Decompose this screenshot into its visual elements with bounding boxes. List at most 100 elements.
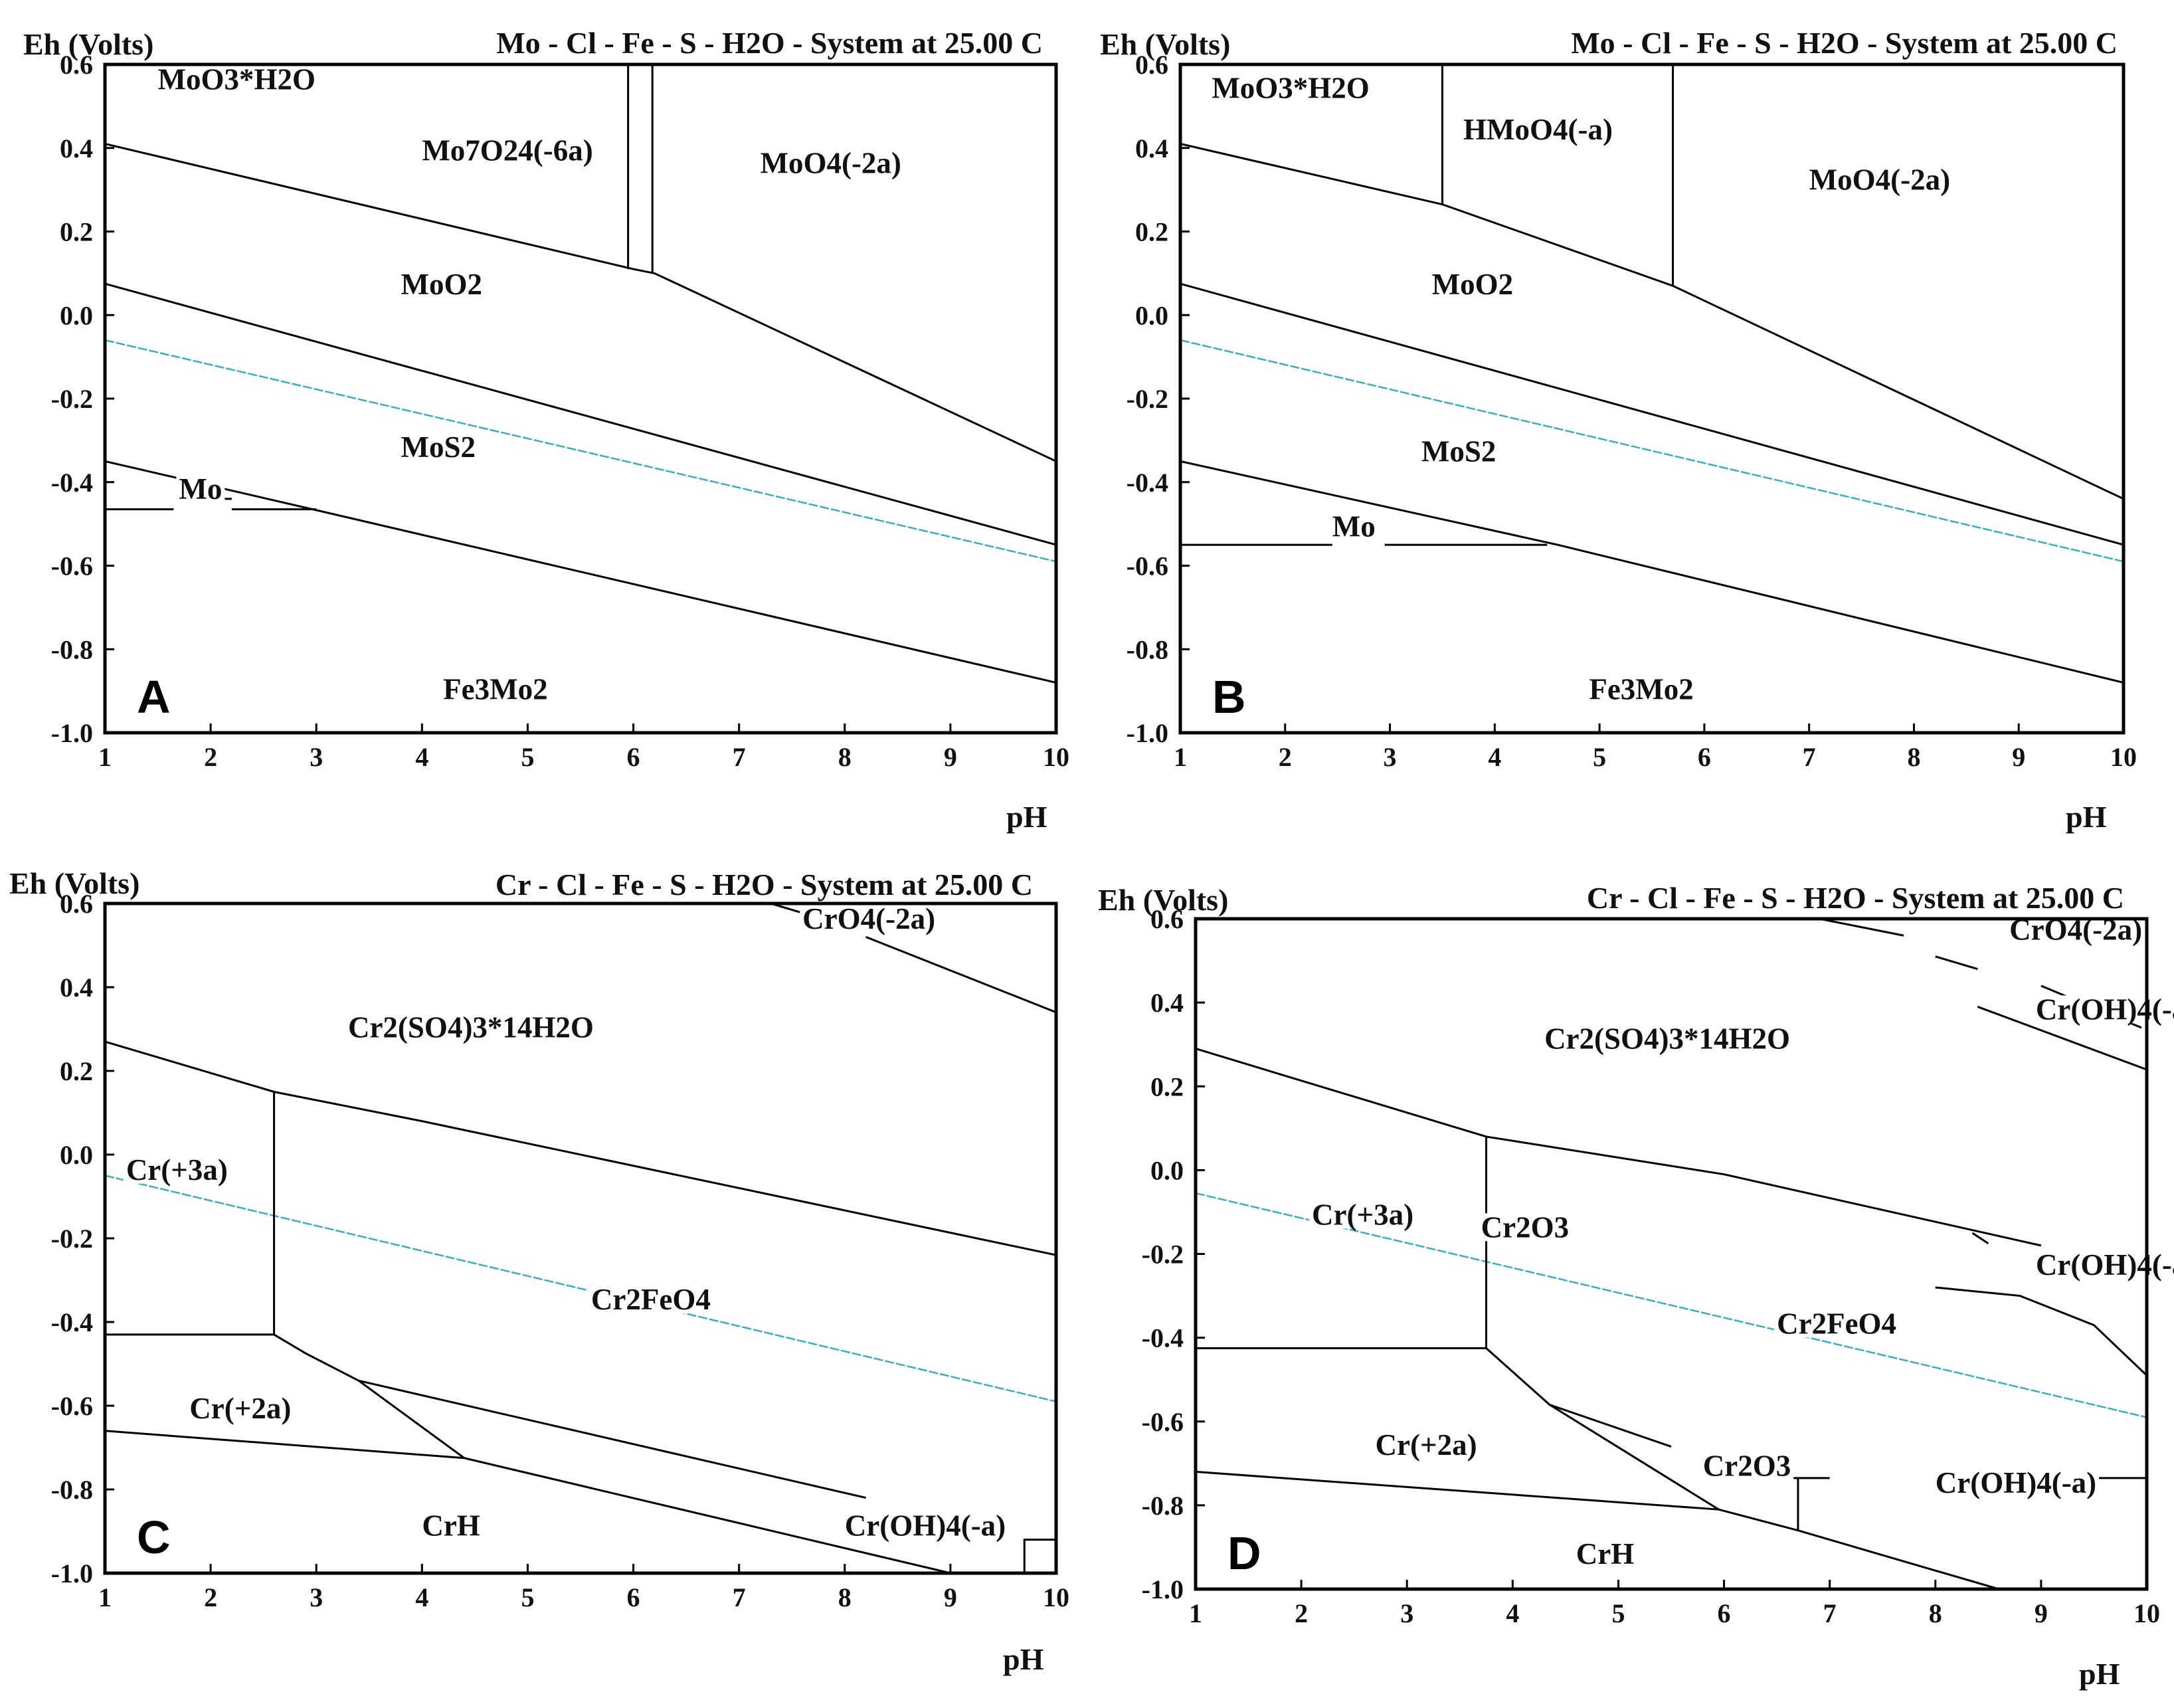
region-label: Cr(OH)4(-a) bbox=[1936, 1466, 2096, 1499]
y-tick-label: -0.6 bbox=[51, 551, 93, 581]
y-tick-label: -1.0 bbox=[51, 718, 93, 748]
phase-boundary bbox=[1180, 143, 2124, 500]
region-label: Fe3Mo2 bbox=[443, 673, 547, 706]
y-tick-label: -0.6 bbox=[1142, 1407, 1184, 1437]
x-tick-label: 5 bbox=[1593, 742, 1606, 772]
x-tick-label: 7 bbox=[1823, 1598, 1837, 1628]
region-label: Mo bbox=[179, 472, 222, 506]
y-tick-label: 0.2 bbox=[1150, 1072, 1184, 1101]
region-label: MoO2 bbox=[401, 268, 482, 301]
region-label: Mo bbox=[1332, 510, 1376, 543]
x-tick-label: 7 bbox=[733, 1582, 746, 1612]
region-label-background bbox=[1418, 437, 1499, 466]
y-tick-label: 0.6 bbox=[1150, 904, 1184, 934]
y-tick-label: -0.2 bbox=[51, 1224, 93, 1254]
y-tick-label: 0.6 bbox=[1135, 50, 1168, 80]
x-tick-label: 1 bbox=[98, 1582, 112, 1612]
x-tick-label: 8 bbox=[838, 742, 852, 772]
region-label-background bbox=[2007, 915, 2145, 944]
y-tick-label: -0.2 bbox=[1142, 1240, 1184, 1270]
y-tick-label: -0.6 bbox=[51, 1391, 93, 1421]
region-label-background bbox=[155, 65, 319, 94]
y-tick-label: 0.6 bbox=[60, 889, 93, 919]
phase-boundary bbox=[1549, 1404, 1720, 1511]
panel-letter: A bbox=[137, 671, 171, 723]
region-label: Cr(+3a) bbox=[126, 1153, 228, 1186]
y-axis-label: Eh (Volts) bbox=[1100, 27, 1230, 61]
panel-letter: D bbox=[1227, 1527, 1261, 1579]
y-tick-label: -1.0 bbox=[1127, 718, 1168, 748]
phase-boundary bbox=[104, 143, 1057, 462]
y-tick-label: -0.4 bbox=[51, 468, 93, 498]
region-label-background bbox=[1700, 1452, 1794, 1480]
y-tick-label: 0.0 bbox=[1150, 1155, 1184, 1185]
y-tick-label: 0.2 bbox=[1135, 217, 1168, 247]
region-label: CrO4(-2a) bbox=[802, 902, 935, 935]
y-tick-label: -0.2 bbox=[51, 384, 93, 414]
region-label-background bbox=[2033, 995, 2174, 1024]
phase-boundary bbox=[105, 1333, 866, 1499]
y-tick-label: 0.2 bbox=[60, 217, 93, 247]
phase-boundary bbox=[104, 1430, 951, 1574]
panel-A: Mo - Cl - Fe - S - H2O - System at 25.00… bbox=[23, 26, 1069, 834]
y-tick-label: 0.0 bbox=[60, 1140, 93, 1170]
y-tick-label: 0.6 bbox=[60, 50, 93, 80]
plot-frame bbox=[103, 62, 1058, 735]
x-tick-label: 6 bbox=[627, 1582, 640, 1612]
region-label-background bbox=[2033, 1251, 2174, 1280]
x-tick-label: 1 bbox=[1174, 742, 1187, 772]
y-tick-label: -0.8 bbox=[1127, 634, 1168, 664]
phase-boundary bbox=[1971, 1232, 1989, 1244]
x-tick-label: 10 bbox=[1043, 1582, 1069, 1612]
x-tick-label: 10 bbox=[1043, 742, 1069, 772]
region-label: Cr2(SO4)3*14H2O bbox=[348, 1011, 594, 1044]
chart-title: Mo - Cl - Fe - S - H2O - System at 25.00… bbox=[496, 26, 1043, 60]
water-stability-line bbox=[104, 339, 1057, 563]
plot-frame bbox=[103, 901, 1058, 1575]
region-label: Cr(+2a) bbox=[1375, 1428, 1477, 1462]
x-tick-label: 1 bbox=[1189, 1598, 1202, 1628]
region-label-background bbox=[1478, 1213, 1572, 1242]
region-label: CrH bbox=[1576, 1537, 1634, 1570]
region-label: MoS2 bbox=[1421, 434, 1496, 468]
region-label-background bbox=[1429, 270, 1516, 298]
y-tick-label: -0.4 bbox=[1142, 1323, 1184, 1353]
x-axis-label: pH bbox=[1006, 800, 1047, 834]
y-tick-label: -0.4 bbox=[1127, 468, 1168, 498]
x-tick-label: 8 bbox=[1929, 1598, 1942, 1628]
y-tick-label: -0.2 bbox=[1127, 384, 1168, 414]
region-label: MoO2 bbox=[1432, 268, 1513, 301]
x-tick-label: 4 bbox=[415, 1582, 428, 1612]
phase-boundary bbox=[104, 1040, 1057, 1256]
phase-boundary bbox=[104, 282, 1057, 546]
y-tick-label: -1.0 bbox=[51, 1559, 93, 1588]
chart-title: Cr - Cl - Fe - S - H2O - System at 25.00… bbox=[496, 868, 1033, 901]
y-tick-label: -0.8 bbox=[51, 634, 93, 664]
x-tick-label: 6 bbox=[627, 742, 640, 772]
x-tick-label: 7 bbox=[1803, 742, 1816, 772]
region-label: Cr2(SO4)3*14H2O bbox=[1544, 1022, 1790, 1055]
region-label-background bbox=[1542, 1024, 1793, 1053]
phase-boundary bbox=[1196, 1347, 1672, 1448]
x-tick-label: 9 bbox=[2035, 1598, 2048, 1628]
x-tick-label: 9 bbox=[2012, 742, 2025, 772]
plot-frame bbox=[1194, 917, 2149, 1591]
region-label: Cr(OH)4(-a) bbox=[845, 1509, 1006, 1542]
region-label: Cr2FeO4 bbox=[591, 1283, 711, 1316]
panel-B: Mo - Cl - Fe - S - H2O - System at 25.00… bbox=[1100, 26, 2137, 834]
x-tick-label: 3 bbox=[310, 1582, 323, 1612]
x-tick-label: 9 bbox=[944, 742, 957, 772]
x-tick-label: 4 bbox=[1488, 742, 1501, 772]
y-tick-label: -0.8 bbox=[1142, 1491, 1184, 1521]
x-tick-label: 5 bbox=[1611, 1598, 1625, 1628]
region-label-background bbox=[123, 1155, 230, 1184]
chart-title: Mo - Cl - Fe - S - H2O - System at 25.00… bbox=[1571, 26, 2118, 60]
x-axis-label: pH bbox=[1003, 1642, 1044, 1676]
region-label-background bbox=[187, 1394, 294, 1422]
y-tick-label: 0.0 bbox=[60, 300, 93, 330]
region-label: Fe3Mo2 bbox=[1589, 673, 1693, 706]
x-tick-label: 9 bbox=[944, 1582, 957, 1612]
panel-C: Cr - Cl - Fe - S - H2O - System at 25.00… bbox=[9, 866, 1069, 1676]
phase-boundary bbox=[357, 1379, 465, 1459]
panel-letter: C bbox=[137, 1511, 171, 1563]
